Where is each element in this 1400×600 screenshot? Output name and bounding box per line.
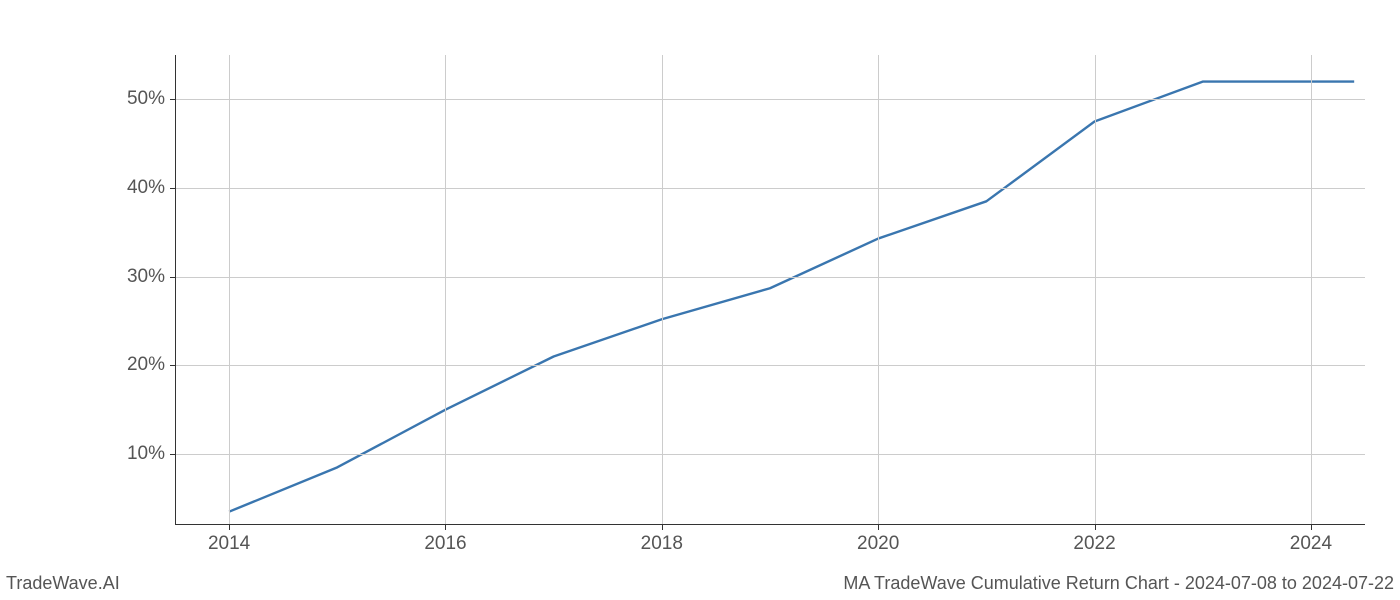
x-tick-label: 2020 bbox=[857, 525, 899, 555]
y-tick-label: 10% bbox=[127, 443, 175, 465]
y-tick-label: 50% bbox=[127, 88, 175, 110]
x-tick-label: 2014 bbox=[208, 525, 250, 555]
grid-line-horizontal bbox=[175, 277, 1365, 278]
x-axis-spine bbox=[175, 524, 1365, 525]
grid-line-horizontal bbox=[175, 188, 1365, 189]
grid-line-horizontal bbox=[175, 99, 1365, 100]
grid-line-horizontal bbox=[175, 454, 1365, 455]
y-tick-label: 30% bbox=[127, 266, 175, 288]
y-tick-label: 40% bbox=[127, 177, 175, 199]
x-tick-label: 2024 bbox=[1290, 525, 1332, 555]
grid-line-horizontal bbox=[175, 365, 1365, 366]
y-axis-spine bbox=[175, 55, 176, 525]
y-tick-label: 20% bbox=[127, 354, 175, 376]
x-tick-label: 2022 bbox=[1073, 525, 1115, 555]
chart-container: 20142016201820202022202410%20%30%40%50% … bbox=[0, 0, 1400, 600]
x-tick-label: 2016 bbox=[424, 525, 466, 555]
footer-left: TradeWave.AI bbox=[6, 573, 120, 594]
plot-area: 20142016201820202022202410%20%30%40%50% bbox=[175, 55, 1365, 525]
x-tick-label: 2018 bbox=[641, 525, 683, 555]
return-line bbox=[229, 82, 1354, 512]
footer-right: MA TradeWave Cumulative Return Chart - 2… bbox=[843, 573, 1394, 594]
